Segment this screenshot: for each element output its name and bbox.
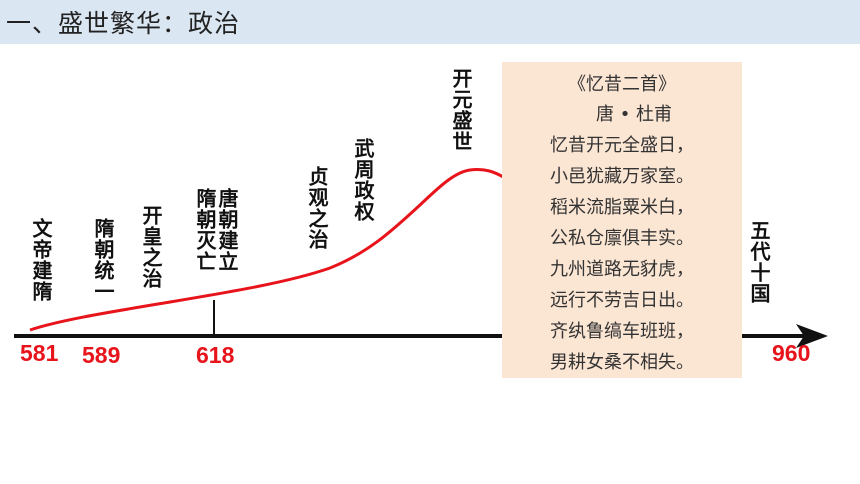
header-bar: 一、盛世繁华：政治 — [0, 0, 860, 44]
year-618: 618 — [196, 342, 235, 368]
event-kaihuang-zhizhi: 开皇之治 — [139, 205, 163, 289]
poem-line: 男耕女桑不相失。 — [550, 352, 694, 373]
page-title: 一、盛世繁华：政治 — [6, 9, 241, 38]
event-wuzhou-zhengquan: 武周政权 — [351, 138, 375, 222]
poem-author: 唐 • 杜甫 — [595, 104, 673, 125]
poem-line: 稻米流脂粟米白， — [550, 197, 694, 218]
year-960: 960 — [772, 340, 811, 366]
poem-title: 《忆昔二首》 — [568, 74, 676, 95]
event-kaiyuan-shengshi: 开元盛世 — [449, 68, 473, 152]
poem-line: 小邑犹藏万家室。 — [550, 166, 694, 187]
timeline-arrowhead — [796, 324, 828, 348]
year-589: 589 — [82, 342, 121, 368]
event-zhenguan-zhizhi: 贞观之治 — [305, 166, 329, 250]
event-suichao-miewang: 唐朝建立 — [215, 188, 239, 272]
event-wendi-jiansui: 文帝建隋 — [29, 218, 53, 302]
event-tangchao-jianli: 隋朝灭亡 — [193, 188, 217, 272]
poem-line: 远行不劳吉日出。 — [550, 290, 694, 311]
poem-box: 《忆昔二首》 唐 • 杜甫 忆昔开元全盛日， 小邑犹藏万家室。 稻米流脂粟米白，… — [502, 62, 742, 378]
poem-line: 公私仓廪俱丰实。 — [550, 228, 694, 249]
poem-line: 九州道路无豺虎， — [550, 259, 694, 280]
event-wudai-shiguo: 五代十国 — [747, 220, 771, 304]
event-suichao-tongyi: 隋朝统一 — [91, 218, 115, 302]
poem-line: 忆昔开元全盛日， — [550, 135, 694, 156]
poem-line: 齐纨鲁缟车班班， — [550, 321, 694, 342]
year-581: 581 — [20, 340, 59, 366]
prosperity-curve — [29, 168, 506, 332]
